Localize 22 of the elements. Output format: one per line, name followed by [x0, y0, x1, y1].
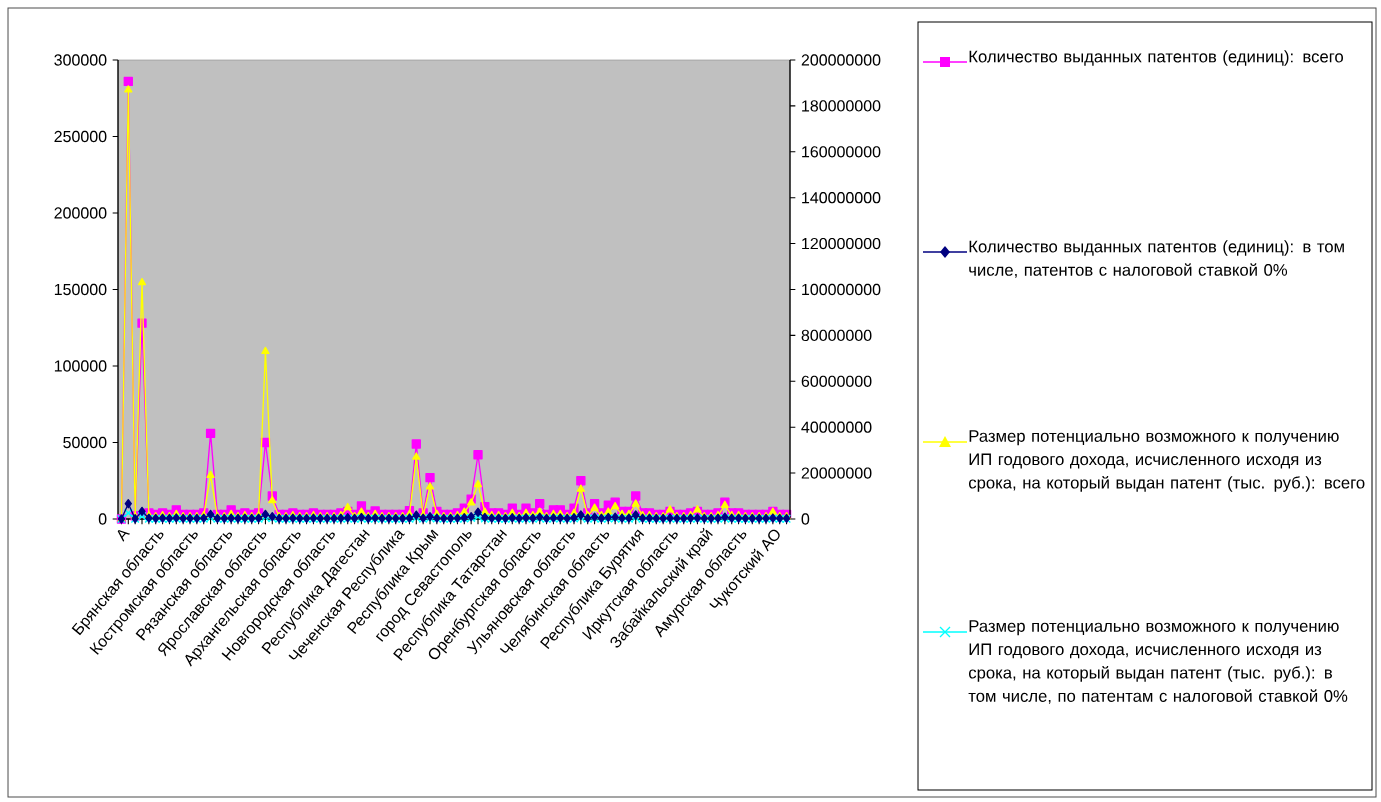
y-tick-label: 100000	[54, 360, 107, 372]
legend-label: Количество выданных патентов (единиц): в том числе, патентов с налоговой ставкой 0%	[969, 240, 1344, 278]
y2-tick-label: 160000000	[802, 146, 881, 158]
y-tick-label: 200000	[54, 207, 107, 219]
y-tick-label: 150000	[54, 283, 107, 296]
y-tick-label: 50000	[63, 436, 107, 449]
y2-tick-label: 80000000	[801, 329, 872, 342]
y-tick-label: 300000	[54, 54, 107, 66]
y2-tick-label: 20000000	[801, 467, 872, 479]
y2-tick-label: 60000000	[801, 375, 872, 387]
y-tick-label: 0	[98, 513, 107, 525]
legend-label: Количество выданных патентов (единиц): всего	[969, 50, 1344, 66]
y2-tick-label: 140000000	[802, 192, 881, 204]
legend-label: Размер потенциально возможного к получению ИП годового дохода, исчисленного исходя из срока, на который выдан патент (тыс. руб.): всего	[968, 430, 1365, 492]
y-tick-label: 250000	[54, 130, 107, 143]
y2-tick-label: 180000000	[802, 100, 881, 112]
y2-tick-label: 40000000	[801, 421, 872, 433]
y2-tick-label: 0	[801, 513, 810, 525]
y2-tick-label: 100000000	[802, 283, 881, 296]
y2-tick-label: 120000000	[802, 237, 881, 250]
legend-label: Размер потенциально возможного к получению ИП годового дохода, исчисленного исходя из срока, на который выдан патент (тыс. руб.): в том числе, по патентам с налоговой ставкой 0%	[968, 620, 1348, 704]
y2-tick-label: 200000000	[801, 54, 881, 66]
